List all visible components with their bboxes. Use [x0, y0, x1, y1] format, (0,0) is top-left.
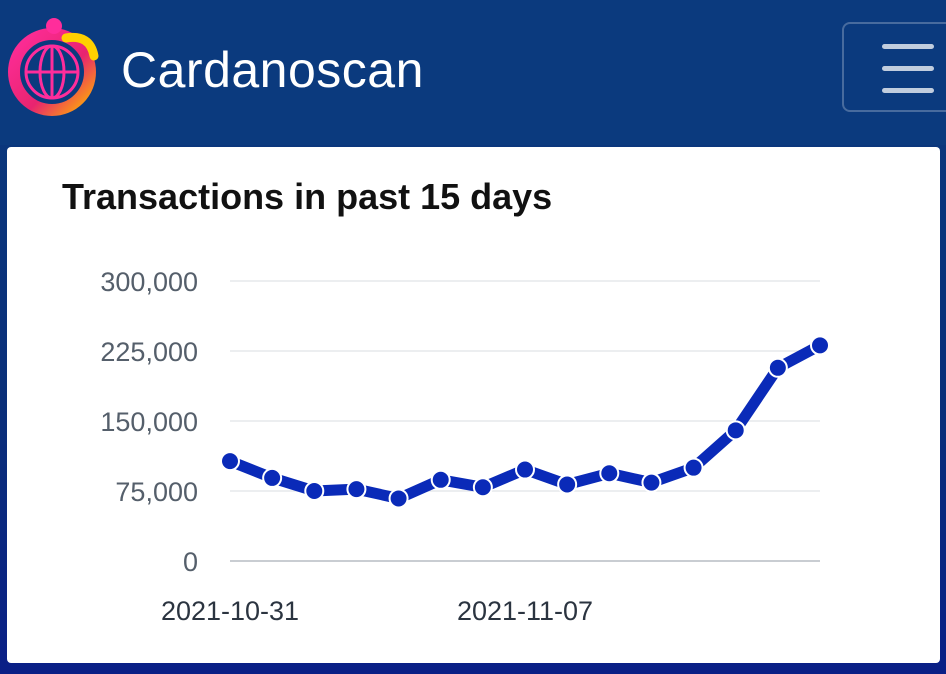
x-tick-label: 2021-10-31 — [161, 596, 299, 626]
data-point[interactable] — [388, 488, 409, 509]
data-point[interactable] — [557, 474, 578, 495]
top-header: Cardanoscan — [0, 0, 946, 145]
data-point[interactable] — [430, 469, 451, 490]
y-tick-label: 0 — [183, 547, 198, 577]
hamburger-menu-icon-bar — [882, 66, 934, 71]
y-tick-label: 75,000 — [115, 477, 198, 507]
data-point[interactable] — [220, 451, 240, 472]
data-point[interactable] — [304, 481, 325, 501]
y-tick-label: 300,000 — [100, 267, 198, 297]
data-point[interactable] — [599, 463, 620, 484]
globe-logo-icon[interactable] — [6, 16, 104, 120]
data-point[interactable] — [725, 420, 746, 441]
brand-name[interactable]: Cardanoscan — [121, 42, 424, 98]
data-point[interactable] — [346, 479, 367, 500]
chart-title: Transactions in past 15 days — [62, 176, 553, 217]
hamburger-menu-icon — [882, 44, 934, 49]
data-point[interactable] — [472, 477, 493, 498]
data-point[interactable] — [515, 459, 535, 480]
y-tick-label: 225,000 — [100, 337, 198, 367]
data-point[interactable] — [810, 335, 830, 356]
x-tick-label: 2021-11-07 — [457, 596, 593, 626]
data-point[interactable] — [767, 357, 788, 378]
hamburger-menu-button[interactable] — [842, 22, 946, 112]
data-point[interactable] — [262, 467, 283, 488]
hamburger-menu-icon-bar — [882, 88, 934, 93]
data-point[interactable] — [641, 472, 662, 493]
chart-card — [7, 147, 940, 663]
data-point[interactable] — [683, 457, 704, 478]
y-tick-label: 150,000 — [100, 407, 198, 437]
